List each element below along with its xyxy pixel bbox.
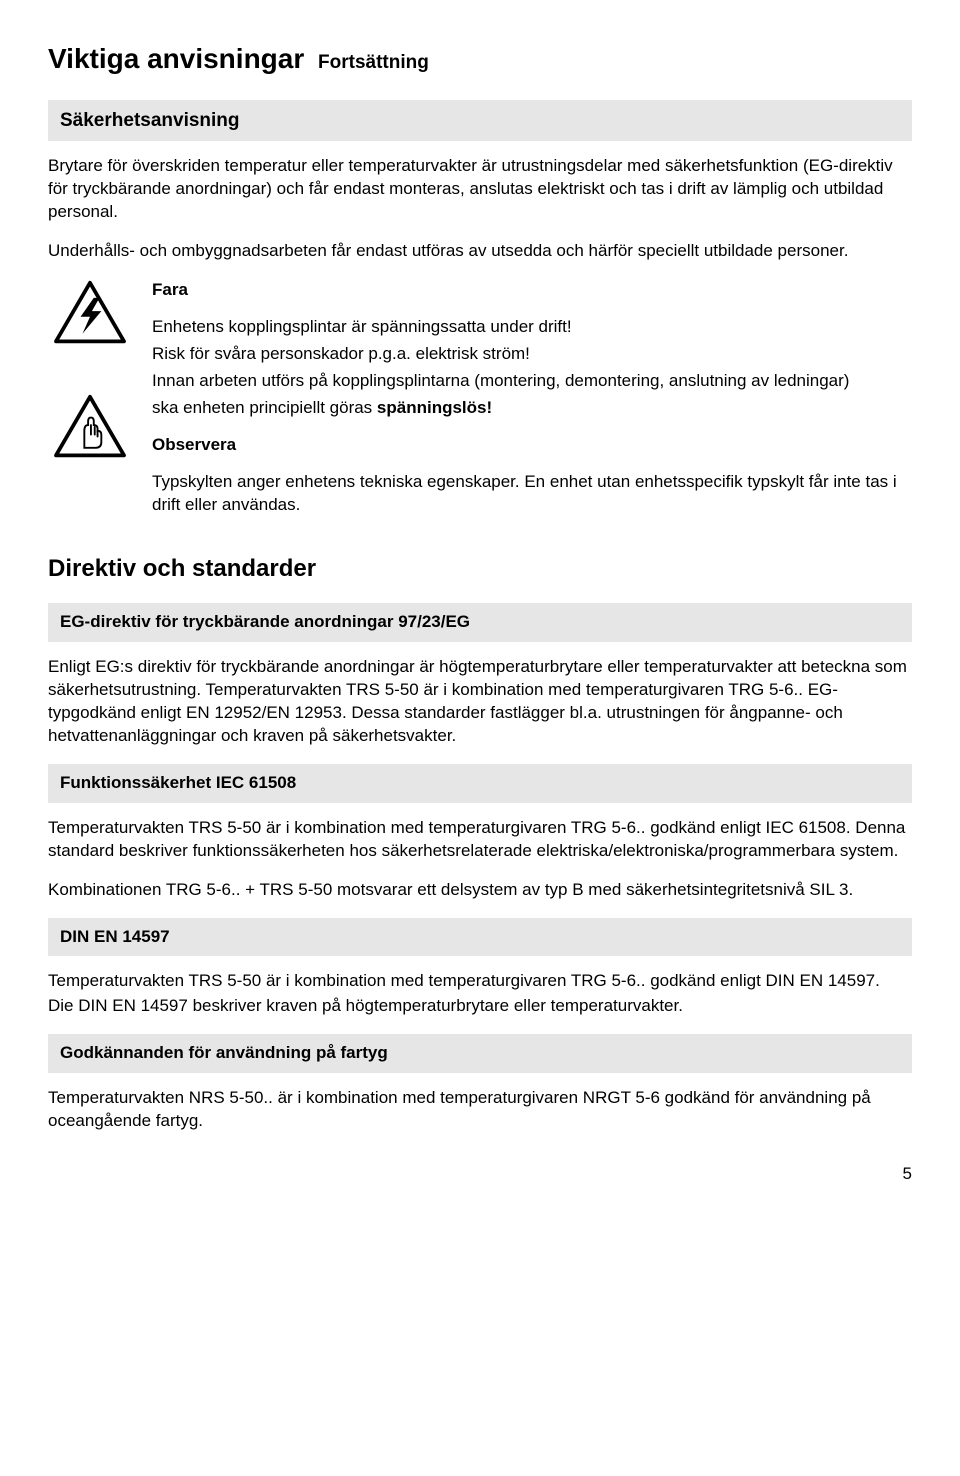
- directives-heading: Direktiv och standarder: [48, 553, 912, 585]
- page-title: Viktiga anvisningar Fortsättning: [48, 40, 912, 78]
- eg-paragraph: Enligt EG:s direktiv för tryckbärande an…: [48, 656, 912, 748]
- notice-text: Typskylten anger enhetens tekniska egens…: [152, 471, 912, 517]
- section-iec-heading: Funktionssäkerhet IEC 61508: [48, 764, 912, 803]
- warning-block: Fara Enhetens kopplingsplintar är spänni…: [48, 279, 912, 531]
- attention-hand-icon: [52, 393, 128, 461]
- ship-paragraph: Temperaturvakten NRS 5-50.. är i kombina…: [48, 1087, 912, 1133]
- danger-line-3: Innan arbeten utförs på kopplingsplintar…: [152, 370, 912, 393]
- safety-paragraph-2: Underhålls- och ombyggnadsarbeten får en…: [48, 240, 912, 263]
- iec-paragraph-2: Kombinationen TRG 5-6.. + TRS 5-50 motsv…: [48, 879, 912, 902]
- iec-paragraph-1: Temperaturvakten TRS 5-50 är i kombinati…: [48, 817, 912, 863]
- danger-line-2: Risk för svåra personskador p.g.a. elekt…: [152, 343, 912, 366]
- page-number: 5: [48, 1163, 912, 1186]
- danger-line-1: Enhetens kopplingsplintar är spänningssa…: [152, 316, 912, 339]
- section-ship-heading: Godkännanden för användning på fartyg: [48, 1034, 912, 1073]
- danger-label: Fara: [152, 279, 912, 302]
- notice-label: Observera: [152, 434, 912, 457]
- section-safety-heading: Säkerhetsanvisning: [48, 100, 912, 142]
- din-paragraph-2: Die DIN EN 14597 beskriver kraven på hög…: [48, 995, 912, 1018]
- danger-line-4-pre: ska enheten principiellt göras: [152, 398, 377, 417]
- din-paragraph-1: Temperaturvakten TRS 5-50 är i kombinati…: [48, 970, 912, 993]
- danger-line-4-bold: spänningslös!: [377, 398, 492, 417]
- electrical-hazard-icon: [52, 279, 128, 347]
- title-continuation: Fortsättning: [318, 52, 429, 73]
- warning-messages-column: Fara Enhetens kopplingsplintar är spänni…: [152, 279, 912, 517]
- title-main: Viktiga anvisningar: [48, 43, 304, 74]
- section-eg-heading: EG-direktiv för tryckbärande anordningar…: [48, 603, 912, 642]
- warning-icons-column: [52, 279, 140, 507]
- safety-paragraph-1: Brytare för överskriden temperatur eller…: [48, 155, 912, 224]
- danger-line-4: ska enheten principiellt göras spännings…: [152, 397, 912, 420]
- section-din-heading: DIN EN 14597: [48, 918, 912, 957]
